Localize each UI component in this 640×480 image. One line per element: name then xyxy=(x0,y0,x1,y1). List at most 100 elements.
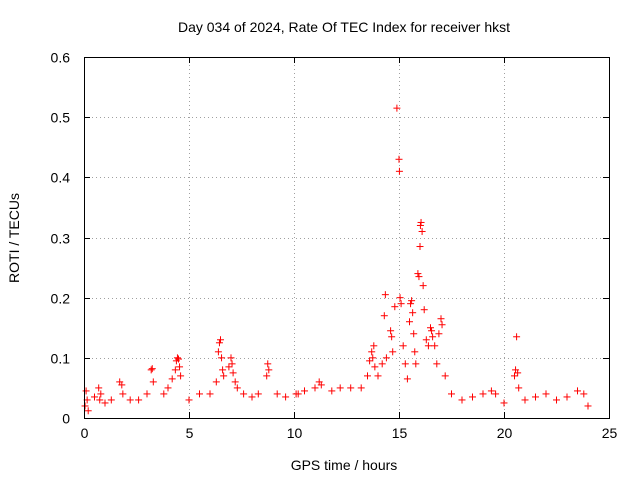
data-point xyxy=(411,348,419,356)
y-tick-label: 0.2 xyxy=(51,291,71,307)
data-point xyxy=(381,291,389,299)
data-point xyxy=(215,339,223,347)
data-point xyxy=(317,381,325,389)
data-point xyxy=(448,390,455,398)
data-point xyxy=(227,354,235,362)
y-axis-label: ROTI / TECUs xyxy=(6,193,22,283)
data-point xyxy=(387,327,395,335)
data-point xyxy=(431,342,439,350)
data-point xyxy=(273,390,281,398)
data-point xyxy=(416,243,424,251)
y-tick-label: 0.6 xyxy=(51,50,71,66)
data-point xyxy=(160,390,168,398)
data-point xyxy=(406,318,413,326)
data-point xyxy=(414,270,422,278)
data-point xyxy=(148,365,156,373)
data-point xyxy=(212,378,220,386)
data-point xyxy=(101,399,109,407)
data-point xyxy=(399,342,407,350)
data-point xyxy=(401,360,409,368)
data-point xyxy=(418,227,426,235)
data-point xyxy=(408,297,416,305)
data-point xyxy=(382,354,390,362)
data-point xyxy=(97,390,105,398)
data-point xyxy=(417,218,425,226)
data-point xyxy=(479,390,487,398)
data-point xyxy=(580,390,588,398)
data-point xyxy=(176,363,184,371)
x-axis-label: GPS time / hours xyxy=(291,457,398,473)
data-point xyxy=(196,390,203,398)
data-point xyxy=(347,384,355,392)
data-point xyxy=(263,372,271,380)
x-tick-label: 0 xyxy=(81,425,89,441)
data-point xyxy=(412,360,420,368)
data-point xyxy=(389,348,397,356)
data-point xyxy=(357,384,365,392)
data-point xyxy=(135,396,143,404)
data-point xyxy=(584,402,592,410)
x-tick-label: 10 xyxy=(287,425,303,441)
data-point xyxy=(185,396,193,404)
data-point xyxy=(233,384,241,392)
data-point xyxy=(407,300,415,308)
data-point xyxy=(84,407,92,415)
data-point xyxy=(217,336,224,344)
data-point xyxy=(424,342,432,350)
x-tick-label: 5 xyxy=(186,425,194,441)
data-point xyxy=(214,348,222,356)
data-point xyxy=(487,387,495,395)
data-point xyxy=(395,167,403,175)
data-point xyxy=(366,357,374,365)
data-point xyxy=(515,384,523,392)
data-point xyxy=(521,396,529,404)
data-point xyxy=(206,390,214,398)
x-tick-label: 25 xyxy=(602,425,618,441)
data-point xyxy=(396,294,404,302)
data-point xyxy=(553,396,560,404)
data-point xyxy=(81,402,89,410)
data-point xyxy=(409,309,417,317)
data-point xyxy=(391,303,399,311)
grid xyxy=(84,57,609,418)
axis-ticks: 0 5 10 15 20 25 0 0.1 0.2 0.3 0.4 0.5 0.6 xyxy=(51,50,618,442)
data-point xyxy=(420,306,428,314)
data-point xyxy=(301,387,308,395)
data-point xyxy=(336,384,344,392)
data-point xyxy=(311,384,319,392)
data-point xyxy=(433,360,441,368)
data-point xyxy=(229,369,237,377)
data-point xyxy=(328,387,336,395)
data-point xyxy=(563,393,571,401)
data-point xyxy=(441,372,449,380)
data-point xyxy=(438,321,446,329)
x-tick-label: 15 xyxy=(392,425,408,441)
data-point xyxy=(164,384,172,392)
data-point xyxy=(91,393,98,401)
data-point xyxy=(82,387,90,395)
data-point xyxy=(492,390,500,398)
data-point xyxy=(458,396,466,404)
data-point xyxy=(403,375,411,383)
data-point xyxy=(143,390,151,398)
data-point xyxy=(264,360,272,368)
data-point xyxy=(177,372,185,380)
data-point xyxy=(416,221,424,229)
data-point xyxy=(532,393,539,401)
data-point xyxy=(511,372,518,380)
data-point xyxy=(435,330,443,338)
y-tick-label: 0.1 xyxy=(51,351,71,367)
data-point xyxy=(429,333,437,341)
chart-title: Day 034 of 2024, Rate Of TEC Index for r… xyxy=(178,19,510,35)
data-point xyxy=(374,372,382,380)
data-point xyxy=(368,348,376,356)
data-point xyxy=(410,330,418,338)
data-point xyxy=(393,104,401,112)
data-point xyxy=(171,366,179,374)
data-point xyxy=(248,393,256,401)
data-point xyxy=(371,363,379,371)
data-point xyxy=(175,355,182,363)
data-point xyxy=(364,372,371,380)
